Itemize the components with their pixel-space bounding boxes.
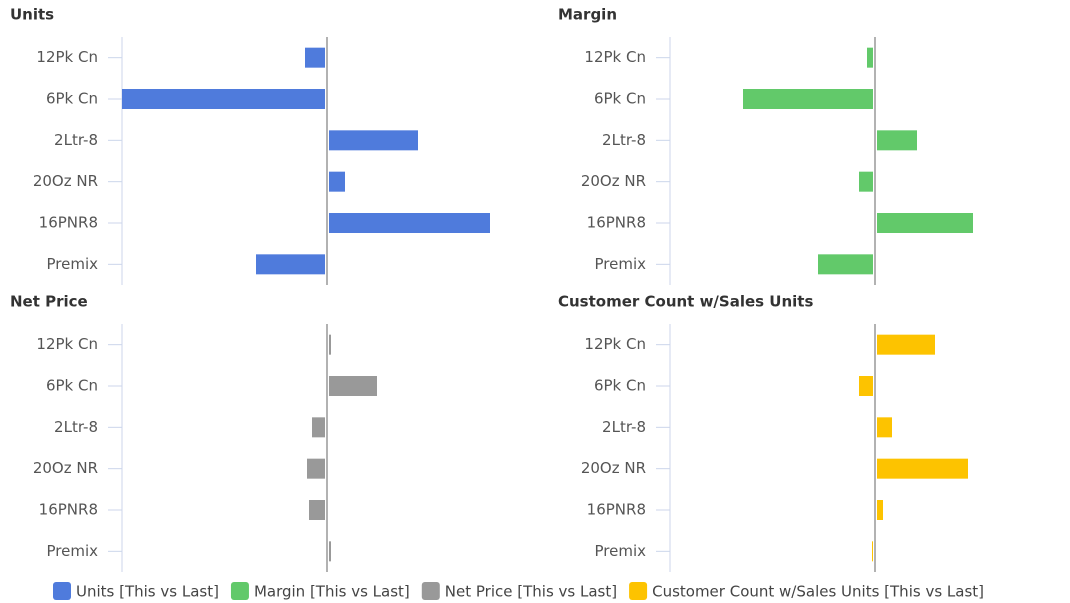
legend-label: Margin [This vs Last] bbox=[254, 583, 410, 601]
category-label: 16PNR8 bbox=[39, 501, 98, 519]
bar bbox=[329, 213, 490, 233]
category-label: 2Ltr-8 bbox=[54, 418, 98, 436]
category-label: 12Pk Cn bbox=[584, 335, 646, 353]
legend-item: Customer Count w/Sales Units [This vs La… bbox=[629, 582, 984, 601]
bar bbox=[818, 254, 873, 275]
chart-title: Net Price bbox=[10, 293, 88, 311]
bar bbox=[867, 47, 873, 68]
category-label: 20Oz NR bbox=[581, 172, 646, 190]
category-label: 20Oz NR bbox=[33, 459, 98, 477]
category-label: 20Oz NR bbox=[581, 459, 646, 477]
legend-label: Customer Count w/Sales Units [This vs La… bbox=[652, 583, 984, 601]
bar bbox=[256, 254, 325, 275]
bar bbox=[877, 334, 935, 355]
legend-item: Net Price [This vs Last] bbox=[421, 582, 617, 601]
bar bbox=[859, 376, 873, 396]
bar bbox=[329, 541, 331, 562]
category-label: 20Oz NR bbox=[33, 172, 98, 190]
bar bbox=[329, 171, 345, 192]
category-label: 6Pk Cn bbox=[594, 377, 646, 395]
bar bbox=[309, 500, 325, 520]
bar bbox=[877, 417, 892, 438]
bar bbox=[307, 458, 325, 479]
category-label: 12Pk Cn bbox=[36, 335, 98, 353]
category-label: 12Pk Cn bbox=[584, 48, 646, 66]
bar bbox=[877, 130, 917, 151]
category-label: Premix bbox=[46, 542, 98, 560]
chart-title: Units bbox=[10, 6, 54, 24]
bar bbox=[859, 171, 873, 192]
category-label: 6Pk Cn bbox=[594, 90, 646, 108]
category-label: Premix bbox=[594, 542, 646, 560]
category-label: 2Ltr-8 bbox=[54, 131, 98, 149]
legend-swatch bbox=[230, 582, 249, 600]
category-label: 16PNR8 bbox=[39, 214, 98, 232]
category-label: Premix bbox=[46, 255, 98, 273]
legend-swatch bbox=[629, 582, 648, 600]
chart-title: Margin bbox=[558, 6, 617, 24]
category-label: 16PNR8 bbox=[587, 214, 646, 232]
bar bbox=[312, 417, 325, 438]
chart-title: Customer Count w/Sales Units bbox=[558, 293, 813, 311]
bar bbox=[877, 213, 973, 233]
bar bbox=[305, 47, 325, 68]
category-label: 6Pk Cn bbox=[46, 377, 98, 395]
legend-swatch bbox=[53, 582, 71, 600]
bar bbox=[329, 334, 331, 355]
legend-label: Net Price [This vs Last] bbox=[445, 583, 617, 601]
bar bbox=[329, 376, 377, 396]
bar bbox=[743, 89, 873, 109]
legend-swatch bbox=[421, 582, 440, 600]
category-label: 2Ltr-8 bbox=[602, 418, 646, 436]
category-label: 2Ltr-8 bbox=[602, 131, 646, 149]
bar bbox=[877, 458, 968, 479]
category-label: 12Pk Cn bbox=[36, 48, 98, 66]
category-label: 16PNR8 bbox=[587, 501, 646, 519]
bar bbox=[122, 89, 325, 109]
category-label: Premix bbox=[594, 255, 646, 273]
legend-item: Margin [This vs Last] bbox=[230, 582, 410, 601]
legend-item: Units [This vs Last] bbox=[53, 582, 219, 601]
bar bbox=[872, 541, 873, 562]
bar bbox=[329, 130, 418, 151]
category-label: 6Pk Cn bbox=[46, 90, 98, 108]
bar bbox=[877, 500, 883, 520]
legend-label: Units [This vs Last] bbox=[76, 583, 219, 601]
